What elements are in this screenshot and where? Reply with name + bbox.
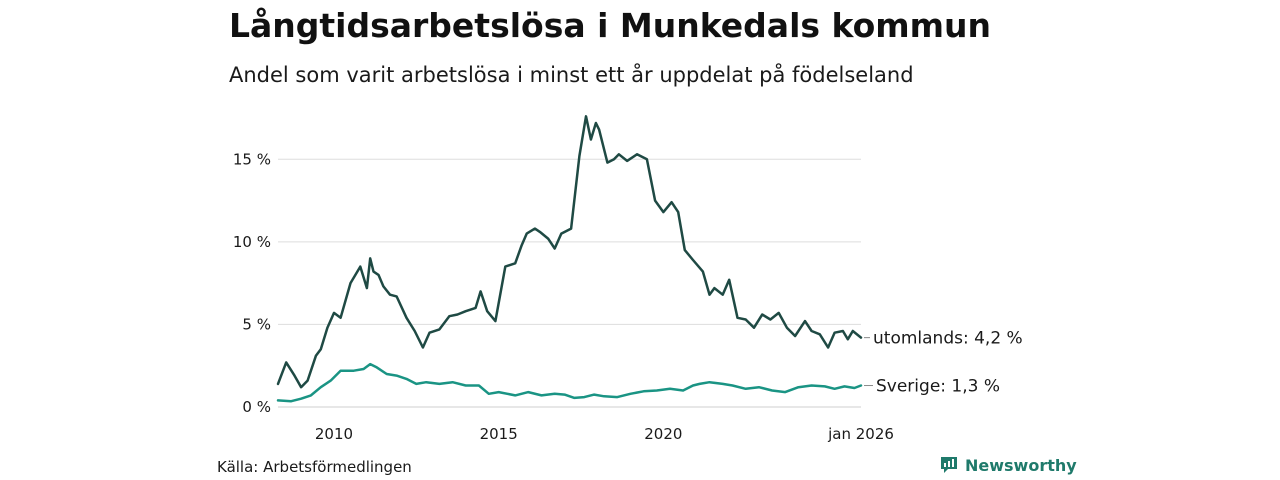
x-tick-label: 2020 <box>644 425 682 443</box>
end-label-utomlands: utomlands: 4,2 % <box>873 329 1023 349</box>
brand-logo: Newsworthy <box>939 455 1077 475</box>
series-line-utomlands <box>276 115 863 389</box>
newsworthy-logo-icon <box>941 457 957 473</box>
x-tick-label: 2010 <box>315 425 353 443</box>
end-label-sverige: Sverige: 1,3 % <box>876 377 1000 397</box>
series-line-sverige <box>276 362 863 403</box>
y-tick-label: 5 % <box>242 315 271 333</box>
source-note: Källa: Arbetsförmedlingen <box>217 458 412 476</box>
brand-name: Newsworthy <box>965 455 1077 475</box>
y-tick-label: 10 % <box>233 233 271 251</box>
y-tick-label: 15 % <box>233 150 271 168</box>
x-tick-label: 2015 <box>480 425 518 443</box>
chart-title: Långtidsarbetslösa i Munkedals kommun <box>229 6 991 45</box>
y-tick-label: 0 % <box>242 398 271 416</box>
x-tick-label: jan 2026 <box>827 425 894 443</box>
chart-subtitle: Andel som varit arbetslösa i minst ett å… <box>229 63 914 87</box>
